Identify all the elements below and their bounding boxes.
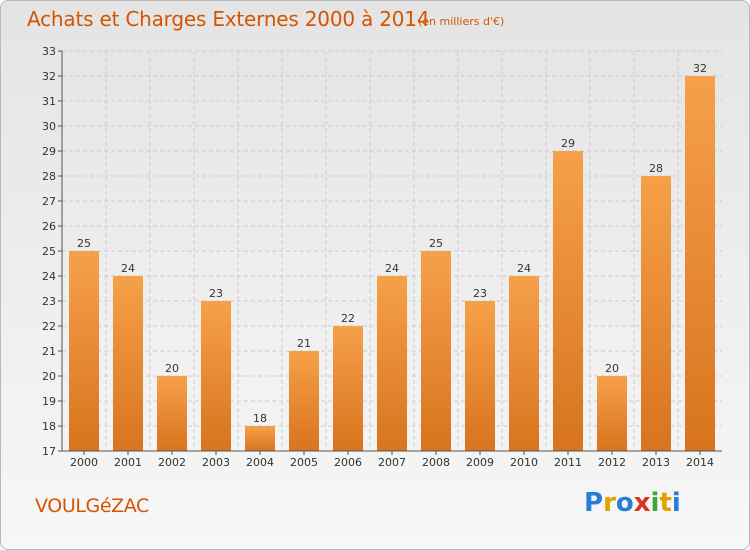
x-tick-label: 2005: [290, 456, 318, 469]
y-tick-label: 27: [42, 195, 56, 208]
y-tick-label: 21: [42, 345, 56, 358]
x-tick-label: 2001: [114, 456, 142, 469]
y-tick-label: 28: [42, 170, 56, 183]
bar: [641, 176, 671, 451]
data-label: 21: [297, 337, 311, 350]
bar: [685, 76, 715, 451]
bar: [201, 301, 231, 451]
bar: [333, 326, 363, 451]
bars: [69, 76, 715, 451]
bar: [245, 426, 275, 451]
y-tick-label: 25: [42, 245, 56, 258]
logo-letter: P: [584, 488, 604, 518]
data-label: 28: [649, 162, 663, 175]
data-label: 29: [561, 137, 575, 150]
x-tick-label: 2000: [70, 456, 98, 469]
place-name: VOULGéZAC: [35, 495, 149, 517]
bar: [553, 151, 583, 451]
bar: [69, 251, 99, 451]
x-tick-label: 2004: [246, 456, 274, 469]
logo-letter: o: [615, 488, 634, 518]
logo-letter: x: [633, 488, 651, 518]
bar: [421, 251, 451, 451]
bar: [289, 351, 319, 451]
x-tick-label: 2014: [686, 456, 714, 469]
y-tick-label: 20: [42, 370, 56, 383]
x-tick-label: 2008: [422, 456, 450, 469]
data-label: 20: [605, 362, 619, 375]
x-tick-label: 2010: [510, 456, 538, 469]
y-tick-label: 24: [42, 270, 56, 283]
data-label: 25: [429, 237, 443, 250]
data-label: 24: [517, 262, 531, 275]
bar: [113, 276, 143, 451]
y-tick-label: 30: [42, 120, 56, 133]
x-tick-label: 2012: [598, 456, 626, 469]
logo-letter: r: [603, 488, 616, 518]
axes: 17 18 19 20 21 22 23 24 25 26 27 28 29 30 31 32 33 2000 20…: [42, 45, 722, 469]
chart-subtitle: (en milliers d'€): [418, 15, 505, 28]
y-tick-label: 23: [42, 295, 56, 308]
data-label: 25: [77, 237, 91, 250]
data-labels: 25 24 20 23 18 21 22 24 25 23 24 29 20 28 32: [77, 62, 707, 425]
data-label: 23: [473, 287, 487, 300]
data-label: 23: [209, 287, 223, 300]
x-tick-label: 2011: [554, 456, 582, 469]
data-label: 22: [341, 312, 355, 325]
y-tick-label: 32: [42, 70, 56, 83]
data-label: 24: [121, 262, 135, 275]
x-tick-label: 2002: [158, 456, 186, 469]
x-tick-label: 2006: [334, 456, 362, 469]
proxiti-logo: Proxiti: [584, 488, 681, 518]
logo-letter: i: [650, 488, 660, 518]
data-label: 24: [385, 262, 399, 275]
bar: [157, 376, 187, 451]
y-tick-label: 31: [42, 95, 56, 108]
y-tick-label: 29: [42, 145, 56, 158]
logo-letter: i: [671, 488, 681, 518]
data-label: 32: [693, 62, 707, 75]
data-label: 20: [165, 362, 179, 375]
logo-letter: t: [659, 488, 672, 518]
x-tick-label: 2009: [466, 456, 494, 469]
x-tick-label: 2007: [378, 456, 406, 469]
chart-title: Achats et Charges Externes 2000 à 2014: [27, 7, 430, 31]
y-tick-label: 18: [42, 420, 56, 433]
bar: [509, 276, 539, 451]
y-tick-label: 26: [42, 220, 56, 233]
y-tick-label: 22: [42, 320, 56, 333]
y-tick-label: 19: [42, 395, 56, 408]
y-tick-label: 33: [42, 45, 56, 58]
bar: [377, 276, 407, 451]
bar: [465, 301, 495, 451]
y-tick-label: 17: [42, 445, 56, 458]
bar: [597, 376, 627, 451]
x-tick-label: 2003: [202, 456, 230, 469]
data-label: 18: [253, 412, 267, 425]
x-tick-label: 2013: [642, 456, 670, 469]
